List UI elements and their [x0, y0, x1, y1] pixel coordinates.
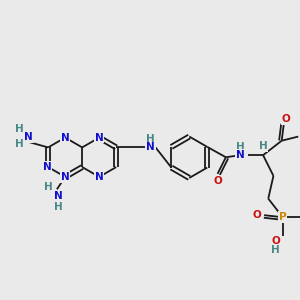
Text: N: N	[236, 150, 245, 160]
Text: O: O	[253, 210, 261, 220]
Text: N: N	[61, 172, 70, 182]
Text: H: H	[44, 182, 53, 192]
Text: N: N	[95, 133, 103, 142]
Text: O: O	[281, 114, 290, 124]
Text: H: H	[146, 134, 155, 144]
Text: O: O	[213, 176, 222, 186]
Text: H: H	[15, 124, 24, 134]
Text: O: O	[271, 236, 280, 246]
Text: H: H	[54, 202, 62, 212]
Text: H: H	[271, 245, 280, 255]
Text: H: H	[236, 142, 245, 152]
Text: P: P	[279, 212, 286, 222]
Text: H: H	[259, 141, 268, 151]
Text: H: H	[15, 139, 24, 149]
Text: N: N	[146, 142, 155, 152]
Text: N: N	[95, 172, 103, 182]
Text: N: N	[54, 190, 62, 200]
Text: N: N	[43, 162, 52, 172]
Text: N: N	[24, 132, 33, 142]
Text: N: N	[61, 133, 70, 142]
